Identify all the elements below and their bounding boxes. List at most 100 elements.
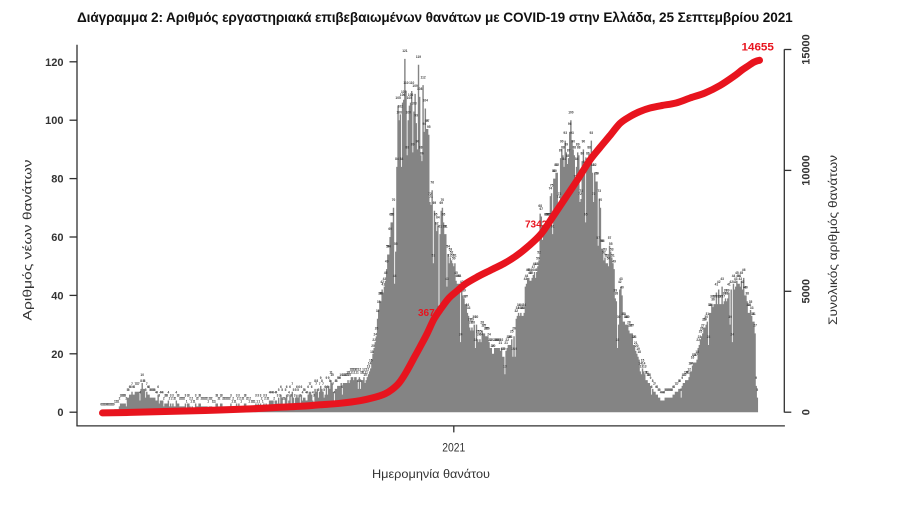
svg-text:38: 38 — [725, 291, 729, 295]
svg-text:19: 19 — [502, 347, 506, 351]
svg-text:46: 46 — [527, 268, 531, 272]
svg-text:32: 32 — [515, 309, 519, 313]
svg-text:5: 5 — [304, 388, 306, 392]
svg-text:22: 22 — [505, 338, 509, 342]
svg-text:5: 5 — [128, 388, 130, 392]
svg-text:33: 33 — [750, 306, 754, 310]
svg-text:15: 15 — [641, 359, 645, 363]
svg-text:2: 2 — [223, 397, 225, 401]
svg-text:9: 9 — [755, 376, 757, 380]
svg-text:6: 6 — [133, 385, 135, 389]
svg-text:89: 89 — [576, 143, 580, 147]
svg-text:25: 25 — [510, 329, 514, 333]
svg-text:65: 65 — [442, 213, 446, 217]
svg-text:6: 6 — [301, 385, 303, 389]
svg-text:5: 5 — [154, 388, 156, 392]
svg-text:90: 90 — [416, 140, 420, 144]
svg-text:8: 8 — [140, 379, 142, 383]
svg-text:3: 3 — [188, 394, 190, 398]
svg-text:65: 65 — [389, 213, 393, 217]
svg-text:3: 3 — [220, 394, 222, 398]
svg-text:14: 14 — [689, 362, 693, 366]
svg-text:2: 2 — [227, 397, 229, 401]
svg-text:7: 7 — [291, 382, 293, 386]
svg-text:30: 30 — [472, 315, 476, 319]
svg-text:88: 88 — [587, 145, 591, 149]
svg-text:27: 27 — [629, 324, 633, 328]
svg-text:27: 27 — [701, 324, 705, 328]
svg-text:4: 4 — [288, 391, 290, 395]
svg-text:51: 51 — [432, 254, 436, 258]
svg-text:5: 5 — [145, 388, 147, 392]
svg-text:4: 4 — [662, 391, 664, 395]
svg-text:0: 0 — [104, 402, 106, 406]
svg-text:74: 74 — [549, 186, 553, 190]
svg-text:93: 93 — [563, 131, 567, 135]
svg-text:57: 57 — [596, 236, 600, 240]
svg-text:9: 9 — [650, 376, 652, 380]
svg-text:2: 2 — [237, 397, 239, 401]
svg-text:51: 51 — [611, 254, 615, 258]
svg-text:21: 21 — [504, 341, 508, 345]
svg-text:30: 30 — [728, 315, 732, 319]
svg-text:37: 37 — [719, 294, 723, 298]
svg-text:3: 3 — [178, 394, 180, 398]
svg-text:4: 4 — [305, 391, 307, 395]
svg-text:7: 7 — [135, 382, 137, 386]
svg-text:40: 40 — [744, 286, 748, 290]
svg-text:97: 97 — [426, 119, 430, 123]
svg-text:30: 30 — [617, 315, 621, 319]
svg-text:3: 3 — [265, 394, 267, 398]
svg-text:2: 2 — [273, 397, 275, 401]
svg-text:0: 0 — [112, 402, 114, 406]
svg-text:23: 23 — [507, 335, 511, 339]
svg-text:23: 23 — [508, 335, 512, 339]
svg-text:7: 7 — [319, 382, 321, 386]
svg-text:15000: 15000 — [801, 34, 813, 65]
svg-text:10: 10 — [343, 373, 347, 377]
svg-text:11: 11 — [645, 370, 649, 374]
svg-text:2: 2 — [247, 397, 249, 401]
svg-text:6: 6 — [656, 385, 658, 389]
svg-text:12: 12 — [687, 367, 691, 371]
svg-text:7: 7 — [309, 382, 311, 386]
svg-text:7: 7 — [146, 382, 148, 386]
svg-text:10: 10 — [648, 373, 652, 377]
svg-text:1: 1 — [258, 400, 260, 404]
svg-text:20: 20 — [371, 344, 375, 348]
svg-text:121: 121 — [402, 49, 408, 53]
svg-text:10: 10 — [330, 373, 334, 377]
svg-text:25: 25 — [699, 329, 703, 333]
svg-text:34: 34 — [523, 303, 527, 307]
svg-text:51: 51 — [447, 254, 451, 258]
svg-text:2: 2 — [119, 397, 121, 401]
svg-text:3: 3 — [124, 394, 126, 398]
svg-text:27: 27 — [628, 324, 632, 328]
svg-text:96: 96 — [422, 122, 426, 126]
svg-text:3: 3 — [158, 394, 160, 398]
svg-text:5: 5 — [323, 388, 325, 392]
svg-text:6: 6 — [289, 385, 291, 389]
svg-text:20: 20 — [492, 344, 496, 348]
svg-text:4: 4 — [312, 391, 314, 395]
svg-text:42: 42 — [733, 280, 737, 284]
svg-text:6: 6 — [132, 385, 134, 389]
svg-text:1: 1 — [118, 400, 120, 404]
svg-text:26: 26 — [512, 327, 516, 331]
svg-text:2: 2 — [243, 397, 245, 401]
svg-text:11: 11 — [346, 370, 350, 374]
svg-text:3: 3 — [221, 394, 223, 398]
svg-text:20: 20 — [51, 349, 63, 361]
svg-text:5000: 5000 — [801, 279, 813, 303]
svg-text:88: 88 — [419, 145, 423, 149]
svg-text:15: 15 — [369, 359, 373, 363]
svg-text:11: 11 — [686, 370, 690, 374]
svg-text:31: 31 — [621, 312, 625, 316]
svg-text:6: 6 — [307, 385, 309, 389]
svg-text:28: 28 — [480, 321, 484, 325]
svg-text:3: 3 — [195, 394, 197, 398]
svg-text:9: 9 — [326, 376, 328, 380]
svg-text:10: 10 — [646, 373, 650, 377]
svg-text:22: 22 — [488, 338, 492, 342]
svg-text:3: 3 — [177, 394, 179, 398]
